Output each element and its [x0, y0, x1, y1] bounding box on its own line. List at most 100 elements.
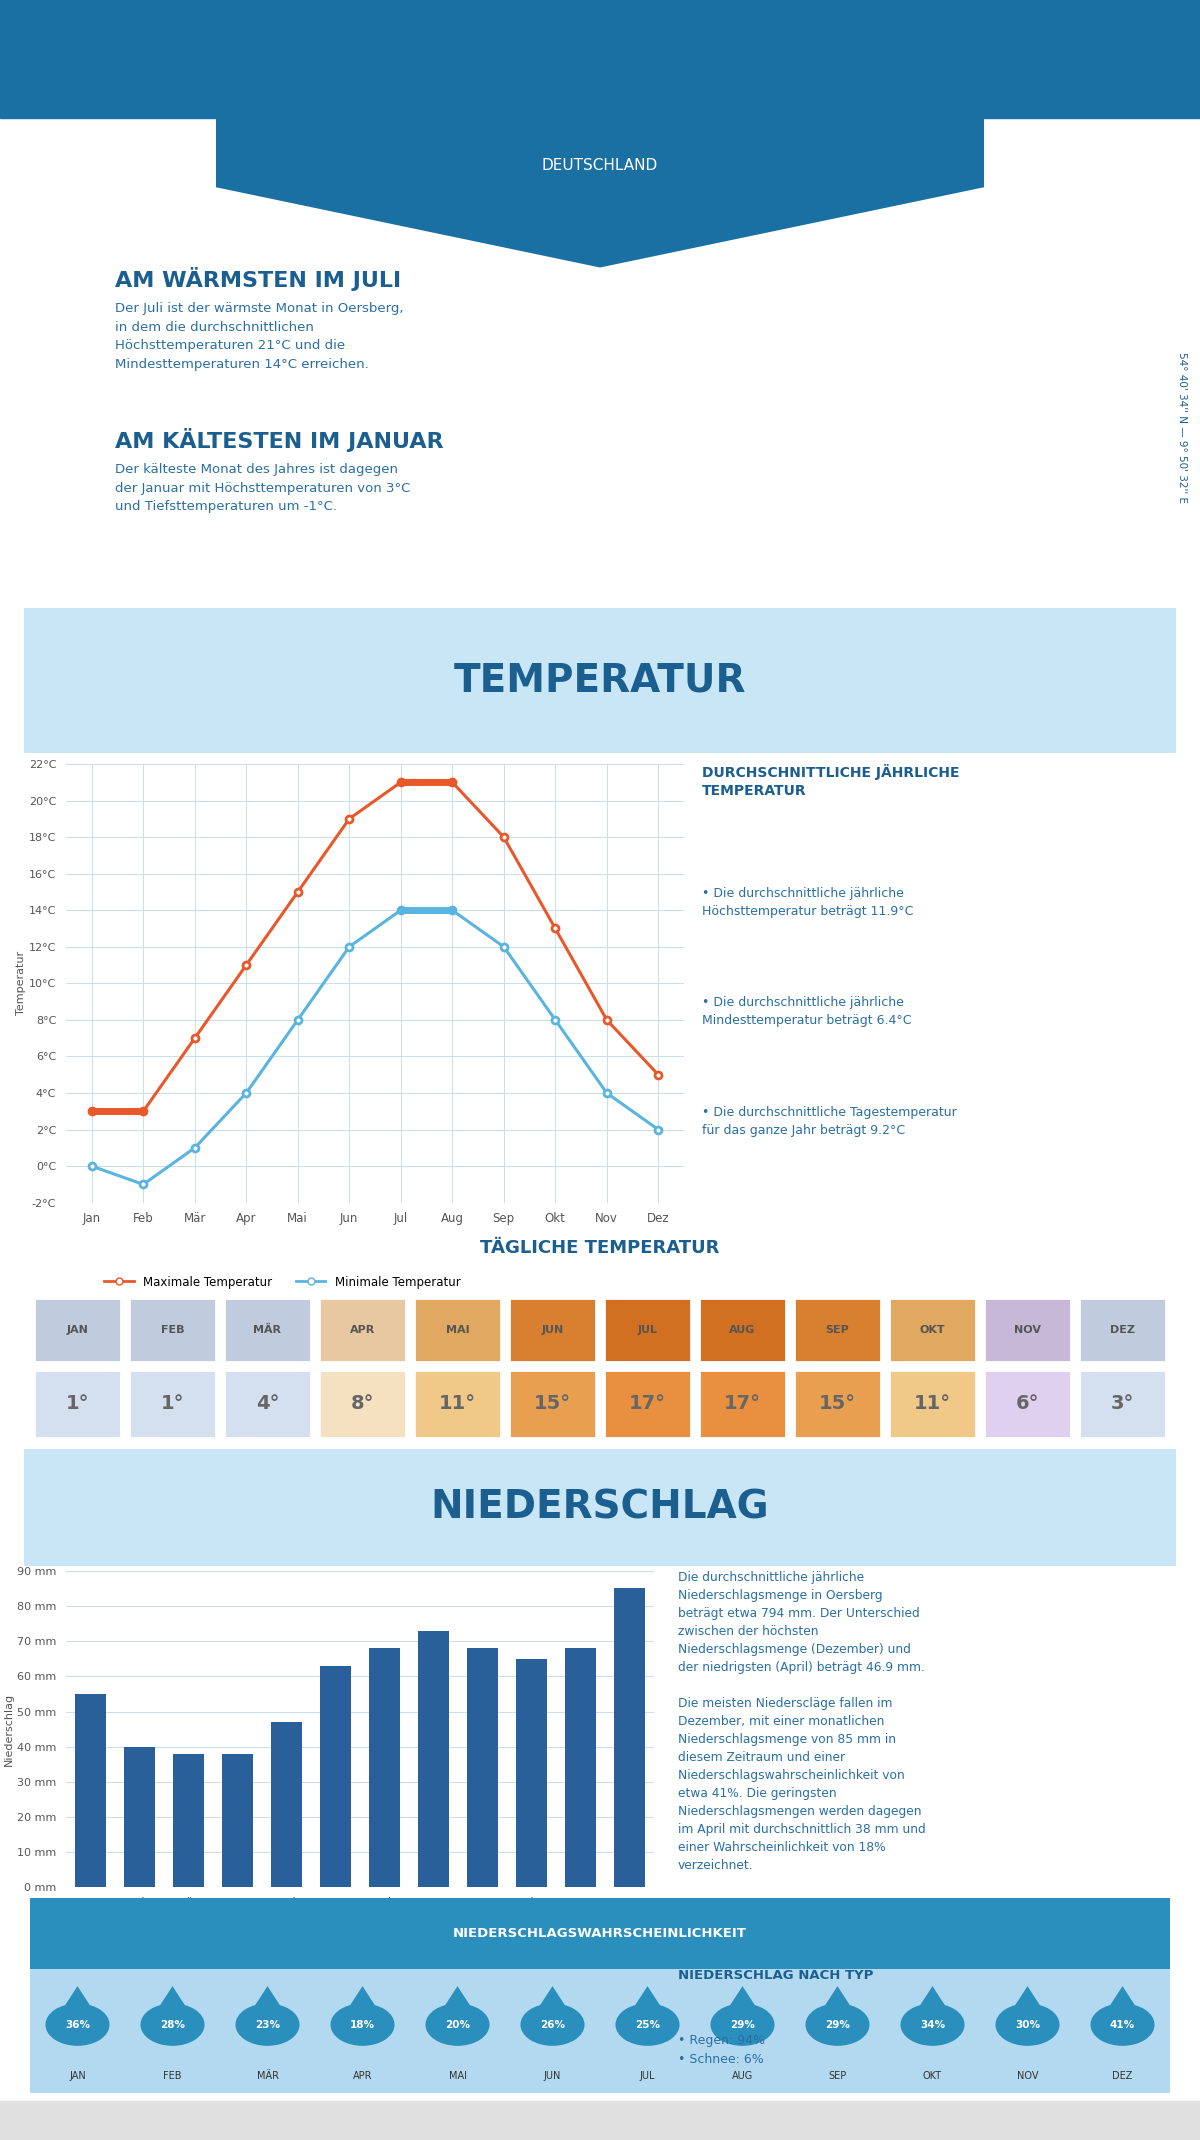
Text: 15°: 15° — [818, 1395, 856, 1412]
FancyBboxPatch shape — [604, 1370, 691, 1438]
FancyBboxPatch shape — [224, 1370, 311, 1438]
Text: OKT: OKT — [923, 2072, 942, 2080]
FancyBboxPatch shape — [319, 1370, 406, 1438]
Text: 25%: 25% — [635, 2020, 660, 2029]
Text: CC BY-ND 4.0: CC BY-ND 4.0 — [128, 2114, 208, 2127]
Text: JAN: JAN — [66, 1325, 89, 1335]
FancyBboxPatch shape — [509, 1370, 596, 1438]
Bar — [368, 1648, 401, 1887]
Bar — [467, 1648, 498, 1887]
Text: 41%: 41% — [1110, 2020, 1135, 2029]
FancyBboxPatch shape — [34, 1297, 121, 1361]
Text: JUN: JUN — [541, 1325, 564, 1335]
Polygon shape — [721, 1986, 764, 2020]
Polygon shape — [151, 1986, 194, 2020]
Text: 1°: 1° — [161, 1395, 185, 1412]
Text: 8°: 8° — [350, 1395, 374, 1412]
Text: 4°: 4° — [256, 1395, 280, 1412]
FancyBboxPatch shape — [698, 1297, 786, 1361]
FancyBboxPatch shape — [224, 1297, 311, 1361]
Text: SEP: SEP — [828, 2072, 847, 2080]
Circle shape — [616, 2005, 679, 2046]
FancyBboxPatch shape — [794, 1297, 881, 1361]
Text: 30%: 30% — [1015, 2020, 1040, 2029]
FancyBboxPatch shape — [984, 1297, 1072, 1361]
Text: DEZ: DEZ — [1112, 2072, 1133, 2080]
FancyBboxPatch shape — [984, 1370, 1072, 1438]
Text: Die durchschnittliche jährliche
Niederschlagsmenge in Oersberg
beträgt etwa 794 : Die durchschnittliche jährliche Niedersc… — [678, 1571, 925, 1872]
Text: AM KÄLTESTEN IM JANUAR: AM KÄLTESTEN IM JANUAR — [115, 428, 444, 452]
Circle shape — [712, 2005, 774, 2046]
Circle shape — [331, 2005, 394, 2046]
Text: TÄGLICHE TEMPERATUR: TÄGLICHE TEMPERATUR — [480, 1239, 720, 1256]
Polygon shape — [911, 1986, 954, 2020]
Text: NIEDERSCHLAG: NIEDERSCHLAG — [431, 1489, 769, 1526]
FancyBboxPatch shape — [414, 1297, 502, 1361]
Text: JAN: JAN — [70, 2072, 86, 2080]
Text: JUN: JUN — [544, 2072, 562, 2080]
Polygon shape — [55, 1986, 100, 2020]
Text: 23%: 23% — [256, 2020, 280, 2029]
FancyBboxPatch shape — [698, 1370, 786, 1438]
Text: METEOATLAS.DE: METEOATLAS.DE — [1034, 2114, 1164, 2127]
Text: 18%: 18% — [350, 2020, 374, 2029]
FancyBboxPatch shape — [0, 601, 1200, 760]
FancyBboxPatch shape — [509, 1297, 596, 1361]
FancyBboxPatch shape — [604, 1297, 691, 1361]
Text: 28%: 28% — [160, 2020, 185, 2029]
Text: • Die durchschnittliche jährliche
Höchsttemperatur beträgt 11.9°C: • Die durchschnittliche jährliche Höchst… — [702, 886, 913, 918]
Text: 54° 40' 34'' N — 9° 50' 32'' E: 54° 40' 34'' N — 9° 50' 32'' E — [1177, 353, 1187, 503]
Circle shape — [46, 2005, 109, 2046]
Text: TEMPERATUR: TEMPERATUR — [454, 661, 746, 700]
Text: FEB: FEB — [163, 2072, 181, 2080]
Text: 11°: 11° — [914, 1395, 952, 1412]
Polygon shape — [341, 1986, 384, 2020]
Text: SEP: SEP — [826, 1325, 850, 1335]
Polygon shape — [1006, 1986, 1049, 2020]
FancyBboxPatch shape — [414, 1370, 502, 1438]
Text: 26%: 26% — [540, 2020, 565, 2029]
Text: 6°: 6° — [1015, 1395, 1039, 1412]
Polygon shape — [436, 1986, 479, 2020]
Bar — [222, 1755, 253, 1887]
Text: APR: APR — [353, 2072, 372, 2080]
Text: MAI: MAI — [445, 1325, 469, 1335]
Y-axis label: Niederschlag: Niederschlag — [4, 1693, 14, 1765]
Text: ❧: ❧ — [73, 47, 119, 103]
Text: • Die durchschnittliche jährliche
Mindesttemperatur beträgt 6.4°C: • Die durchschnittliche jährliche Mindes… — [702, 997, 912, 1027]
FancyBboxPatch shape — [34, 1370, 121, 1438]
Circle shape — [236, 2005, 299, 2046]
Y-axis label: Temperatur: Temperatur — [16, 952, 26, 1014]
Bar — [418, 1631, 450, 1887]
Bar — [516, 1658, 547, 1887]
FancyBboxPatch shape — [794, 1370, 881, 1438]
Text: AM WÄRMSTEN IM JULI: AM WÄRMSTEN IM JULI — [115, 268, 401, 291]
FancyBboxPatch shape — [319, 1297, 406, 1361]
FancyBboxPatch shape — [128, 1370, 216, 1438]
Polygon shape — [1100, 1986, 1145, 2020]
Polygon shape — [246, 1986, 289, 2020]
Bar — [564, 1648, 596, 1887]
Text: • Regen: 94%
• Schnee: 6%: • Regen: 94% • Schnee: 6% — [678, 2033, 766, 2065]
FancyBboxPatch shape — [889, 1297, 977, 1361]
FancyBboxPatch shape — [1079, 1370, 1166, 1438]
Text: MAI: MAI — [449, 2072, 467, 2080]
Circle shape — [426, 2005, 488, 2046]
Text: AUG: AUG — [732, 2072, 754, 2080]
Text: 3°: 3° — [1111, 1395, 1134, 1412]
Circle shape — [142, 2005, 204, 2046]
FancyBboxPatch shape — [128, 1297, 216, 1361]
Polygon shape — [625, 1986, 670, 2020]
Circle shape — [1091, 2005, 1154, 2046]
Circle shape — [521, 2005, 584, 2046]
Text: OKT: OKT — [919, 1325, 946, 1335]
Text: NOV: NOV — [1014, 1325, 1042, 1335]
FancyBboxPatch shape — [0, 1444, 1200, 1571]
Text: DEZ: DEZ — [1110, 1325, 1135, 1335]
Circle shape — [901, 2005, 964, 2046]
Text: Der Juli ist der wärmste Monat in Oersberg,
in dem die durchschnittlichen
Höchst: Der Juli ist der wärmste Monat in Oersbe… — [115, 302, 403, 370]
FancyBboxPatch shape — [30, 1898, 1170, 1969]
Text: OERSBERG: OERSBERG — [440, 47, 760, 98]
Bar — [173, 1755, 204, 1887]
Legend: Maximale Temperatur, Minimale Temperatur: Maximale Temperatur, Minimale Temperatur — [100, 1271, 466, 1293]
